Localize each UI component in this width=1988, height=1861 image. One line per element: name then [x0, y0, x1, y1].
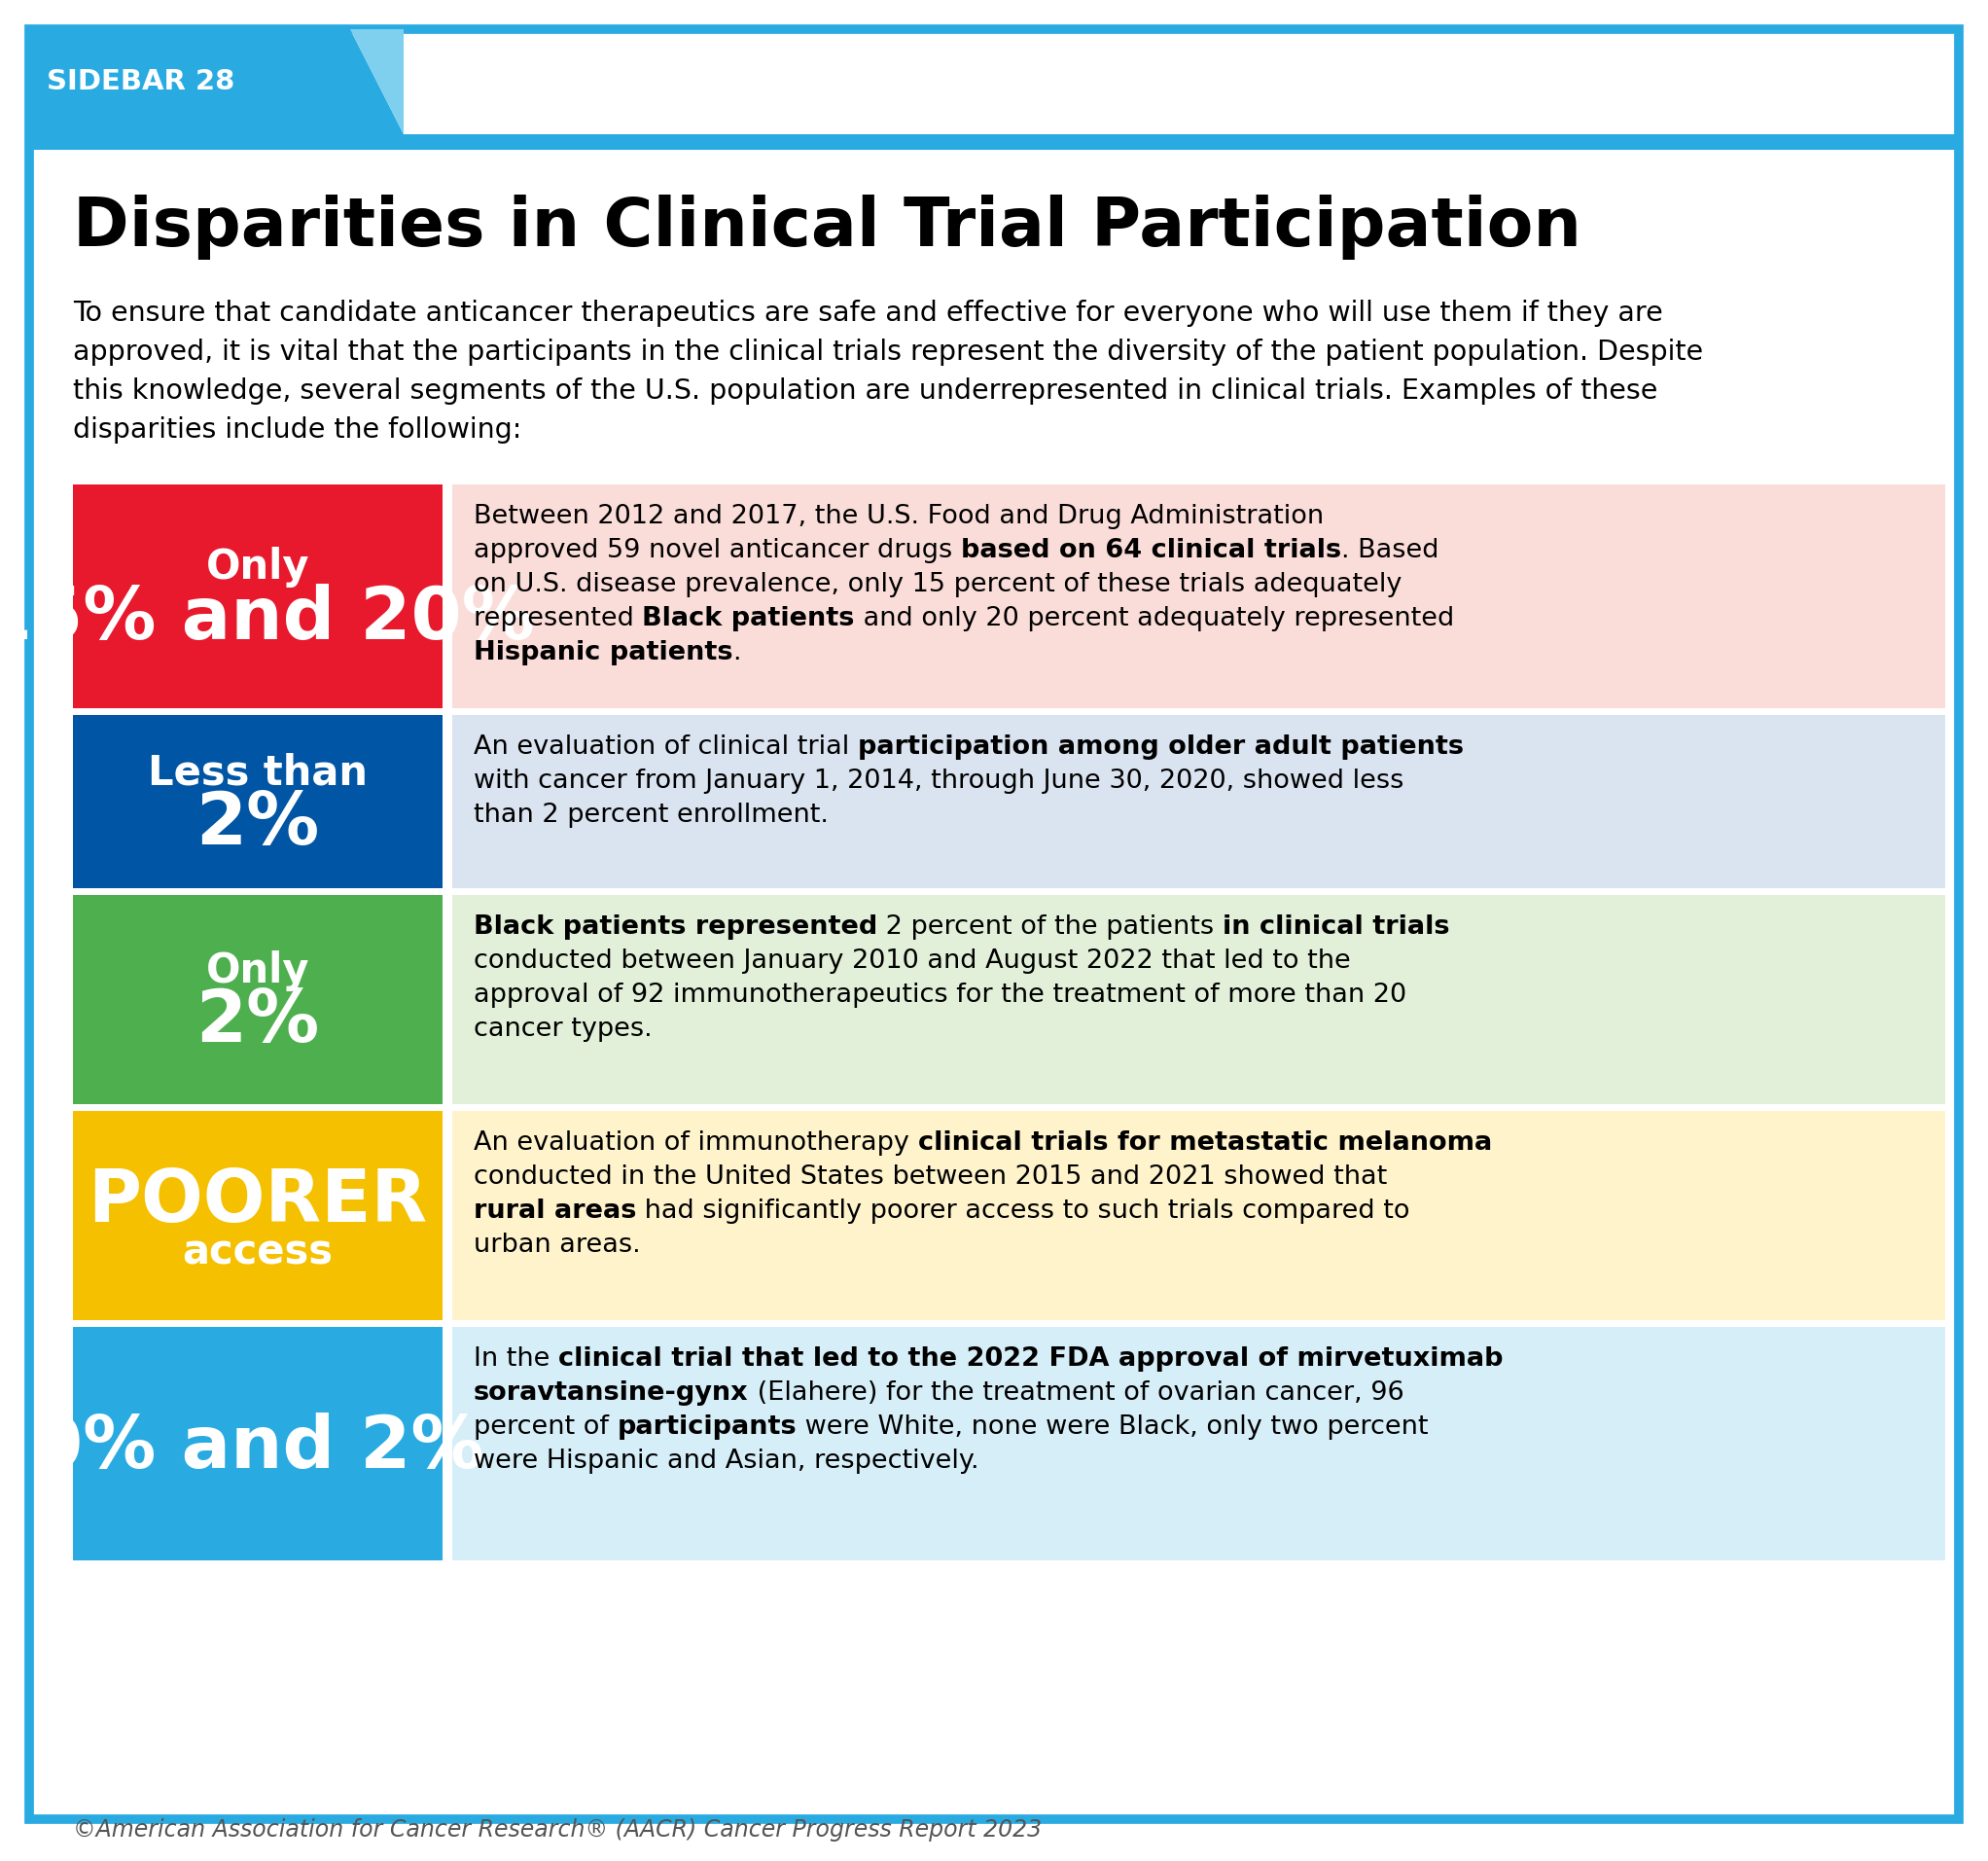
Text: participation among older adult patients: participation among older adult patients	[857, 735, 1463, 759]
Text: had significantly poorer access to such trials compared to: had significantly poorer access to such …	[636, 1198, 1409, 1225]
Text: conducted between January 2010 and August 2022 that led to the: conducted between January 2010 and Augus…	[473, 949, 1350, 973]
Text: Black patients represented: Black patients represented	[473, 914, 877, 940]
Text: 2%: 2%	[197, 986, 320, 1057]
Text: (Elahere) for the treatment of ovarian cancer, 96: (Elahere) for the treatment of ovarian c…	[749, 1381, 1404, 1405]
Text: 15% and 20%: 15% and 20%	[0, 584, 535, 655]
Text: with cancer from January 1, 2014, through June 30, 2020, showed less: with cancer from January 1, 2014, throug…	[473, 769, 1404, 795]
Text: Only: Only	[207, 951, 310, 992]
Text: approved, it is vital that the participants in the clinical trials represent the: approved, it is vital that the participa…	[74, 339, 1704, 367]
Text: An evaluation of immunotherapy: An evaluation of immunotherapy	[473, 1130, 918, 1156]
Bar	[30, 134, 1958, 151]
Text: An evaluation of clinical trial: An evaluation of clinical trial	[473, 735, 857, 759]
Bar	[451, 1111, 1944, 1319]
Text: ©American Association for Cancer Research® (AACR) Cancer Progress Report 2023: ©American Association for Cancer Researc…	[74, 1818, 1042, 1842]
Text: cancer types.: cancer types.	[473, 1016, 652, 1042]
Text: access: access	[183, 1232, 334, 1273]
Text: .: .	[734, 640, 742, 666]
Polygon shape	[30, 30, 404, 134]
Text: 2 percent of the patients: 2 percent of the patients	[877, 914, 1223, 940]
Text: To ensure that candidate anticancer therapeutics are safe and effective for ever: To ensure that candidate anticancer ther…	[74, 300, 1662, 328]
Text: urban areas.: urban areas.	[473, 1232, 640, 1258]
Text: Hispanic patients: Hispanic patients	[473, 640, 734, 666]
Text: Black patients: Black patients	[642, 607, 855, 631]
Bar	[451, 1327, 1944, 1560]
Bar	[74, 1111, 443, 1319]
Bar	[74, 715, 443, 888]
Text: than 2 percent enrollment.: than 2 percent enrollment.	[473, 802, 829, 828]
Bar	[451, 895, 1944, 1104]
Text: Disparities in Clinical Trial Participation: Disparities in Clinical Trial Participat…	[74, 195, 1580, 261]
Text: Only: Only	[207, 547, 310, 588]
Text: In the: In the	[473, 1346, 559, 1372]
Bar	[451, 484, 1944, 709]
Polygon shape	[350, 30, 404, 134]
Bar	[451, 715, 1944, 888]
Text: were White, none were Black, only two percent: were White, none were Black, only two pe…	[797, 1414, 1429, 1440]
Text: clinical trials for metastatic melanoma: clinical trials for metastatic melanoma	[918, 1130, 1491, 1156]
Text: SIDEBAR 28: SIDEBAR 28	[46, 69, 235, 95]
Bar	[74, 484, 443, 709]
Text: on U.S. disease prevalence, only 15 percent of these trials adequately: on U.S. disease prevalence, only 15 perc…	[473, 571, 1402, 597]
Text: were Hispanic and Asian, respectively.: were Hispanic and Asian, respectively.	[473, 1448, 978, 1474]
Text: this knowledge, several segments of the U.S. population are underrepresented in : this knowledge, several segments of the …	[74, 378, 1658, 404]
Text: soravtansine-gynx: soravtansine-gynx	[473, 1381, 749, 1405]
Text: . Based: . Based	[1342, 538, 1439, 564]
Text: 0% and 2%: 0% and 2%	[32, 1412, 483, 1483]
Text: based on 64 clinical trials: based on 64 clinical trials	[960, 538, 1342, 564]
Text: represented: represented	[473, 607, 642, 631]
Text: 2%: 2%	[197, 789, 320, 860]
Bar	[74, 1327, 443, 1560]
Text: and only 20 percent adequately represented: and only 20 percent adequately represent…	[855, 607, 1453, 631]
Text: Less than: Less than	[147, 752, 368, 793]
Text: percent of: percent of	[473, 1414, 616, 1440]
Text: disparities include the following:: disparities include the following:	[74, 417, 521, 443]
Text: clinical trial that led to the 2022 FDA approval of mirvetuximab: clinical trial that led to the 2022 FDA …	[559, 1346, 1503, 1372]
Text: POORER: POORER	[87, 1167, 427, 1238]
Bar	[74, 895, 443, 1104]
Text: Between 2012 and 2017, the U.S. Food and Drug Administration: Between 2012 and 2017, the U.S. Food and…	[473, 504, 1324, 529]
Text: approval of 92 immunotherapeutics for the treatment of more than 20: approval of 92 immunotherapeutics for th…	[473, 983, 1406, 1009]
Text: conducted in the United States between 2015 and 2021 showed that: conducted in the United States between 2…	[473, 1165, 1388, 1189]
Text: approved 59 novel anticancer drugs: approved 59 novel anticancer drugs	[473, 538, 960, 564]
Text: participants: participants	[616, 1414, 797, 1440]
Text: rural areas: rural areas	[473, 1198, 636, 1225]
Text: in clinical trials: in clinical trials	[1223, 914, 1449, 940]
